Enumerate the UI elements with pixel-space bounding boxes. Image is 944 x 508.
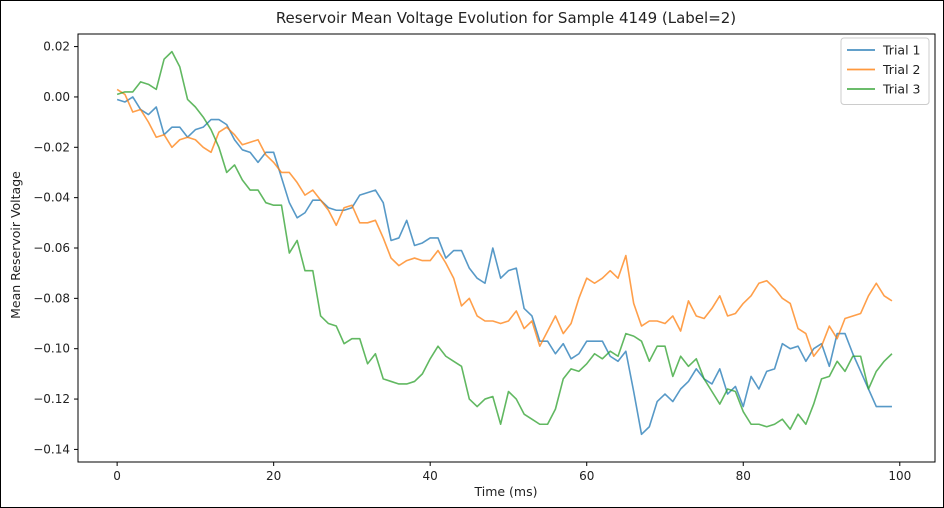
series-line-2 — [116, 88, 893, 358]
plot-area — [78, 34, 935, 462]
x-tick-label: 100 — [888, 469, 911, 483]
x-axis-title: Time (ms) — [473, 484, 537, 499]
legend: Trial 1 Trial 2 Trial 3 — [840, 37, 930, 105]
x-tick-label: 80 — [736, 469, 751, 483]
legend-label-2: Trial 2 — [882, 62, 920, 77]
x-tick-label: 20 — [266, 469, 281, 483]
y-tick-label: −0.06 — [33, 241, 70, 255]
axes-layer: 0 20 40 60 80 100 0.02 0.00 −0.02 −0.04 −0.06 −0.08… — [33, 33, 936, 483]
series-line-1 — [116, 96, 892, 436]
series-layer — [116, 50, 893, 436]
y-tick-label: 0.02 — [43, 40, 70, 54]
series-line-3 — [116, 50, 893, 431]
chart-title: Reservoir Mean Voltage Evolution for Sam… — [276, 9, 736, 27]
y-tick-label: −0.14 — [33, 442, 70, 456]
x-tick-label: 0 — [113, 469, 121, 483]
plot-background — [78, 34, 935, 462]
y-axis-title: Mean Reservoir Voltage — [8, 171, 23, 319]
y-tick-label: 0.00 — [43, 90, 70, 104]
y-tick-label: −0.02 — [33, 140, 70, 154]
y-tick-label: −0.10 — [33, 342, 70, 356]
y-tick-label: −0.12 — [33, 392, 70, 406]
y-tick-label: −0.04 — [33, 191, 70, 205]
y-tick-label: −0.08 — [33, 291, 70, 305]
x-tick-label: 60 — [579, 469, 594, 483]
x-tick-label: 40 — [423, 469, 438, 483]
legend-label-1: Trial 1 — [882, 43, 920, 58]
legend-box — [840, 37, 930, 105]
legend-label-3: Trial 3 — [882, 82, 920, 97]
